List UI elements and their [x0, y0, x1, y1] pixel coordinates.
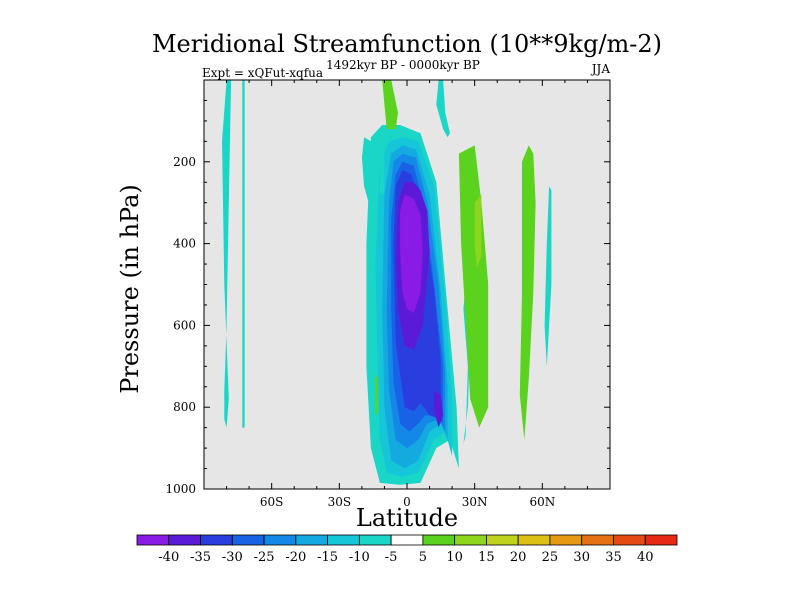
contour-region-m40-7 [400, 194, 423, 314]
colorbar-swatch [454, 534, 487, 546]
colorbar-swatch [231, 534, 265, 546]
contour-region-10-20 [474, 194, 482, 269]
contour-region-m5-11 [361, 137, 374, 203]
colorbar-swatch [295, 534, 328, 546]
colorbar-label: -25 [254, 550, 275, 565]
time-range-label: 1492kyr BP - 0000kyr BP [326, 58, 480, 72]
colorbar-label: -5 [385, 550, 398, 565]
contour-fills [222, 80, 552, 485]
x-axis-label: Latitude [356, 504, 458, 532]
colorbar-swatch [549, 534, 583, 546]
colorbar-swatch [168, 534, 201, 546]
colorbar-swatch [581, 534, 614, 546]
y-tick-label: 1000 [165, 482, 196, 496]
colorbar-label: 40 [637, 550, 654, 565]
colorbar-label: 5 [419, 550, 427, 565]
x-tick-label: 60N [529, 495, 555, 509]
colorbar-swatch [327, 534, 360, 546]
y-tick-label: 200 [173, 155, 196, 169]
x-tick-label: 30N [462, 495, 488, 509]
colorbar-label: 20 [510, 550, 527, 565]
colorbar-swatch [486, 534, 519, 546]
contour-region-5-17 [375, 374, 378, 416]
y-axis-label: Pressure (in hPa) [116, 184, 144, 394]
y-tick-label: 400 [173, 237, 196, 251]
colorbar-label: -35 [190, 550, 211, 565]
contour-region-m35-8 [434, 390, 444, 428]
colorbar-swatch [390, 534, 424, 546]
contour-region-5-19 [519, 145, 536, 440]
colorbar-label: -15 [317, 550, 338, 565]
colorbar-label: 15 [478, 550, 495, 565]
season-label: JJA [590, 62, 611, 76]
x-axis-ticks: 60S 30S 0 30N 60N [226, 80, 588, 509]
contour-region-m5-15 [544, 186, 552, 367]
colorbar-swatch [200, 534, 233, 546]
colorbar-swatch [136, 534, 170, 546]
colorbar-swatch [358, 534, 392, 546]
contour-region-m5-12 [379, 149, 385, 195]
contour-region-m5-13 [436, 80, 450, 138]
contour-region-m5-9 [222, 80, 232, 428]
colorbar-label: 25 [542, 550, 559, 565]
x-tick-label: 0 [403, 495, 411, 509]
y-tick-label: 600 [173, 318, 196, 332]
colorbar-label: 10 [446, 550, 463, 565]
colorbar-label: -10 [349, 550, 370, 565]
colorbar-label: -30 [222, 550, 243, 565]
colorbar-swatch [644, 534, 678, 546]
colorbar-label: 35 [605, 550, 622, 565]
colorbar-swatch [263, 534, 297, 546]
experiment-label: Expt = xQFut-xqfua [202, 66, 323, 80]
colorbar-label: -40 [158, 550, 179, 565]
y-tick-label: 800 [173, 400, 196, 414]
plot-area: 60S 30S 0 30N 60N 200 400 600 800 1000 [165, 79, 611, 509]
x-tick-label: 60S [260, 495, 284, 509]
chart-title: Meridional Streamfunction (10**9kg/m-2) [152, 30, 662, 58]
contour-region-5-16 [382, 80, 398, 130]
colorbar-label: 30 [573, 550, 590, 565]
colorbar-label: -20 [285, 550, 306, 565]
x-tick-label: 30S [328, 495, 352, 509]
colorbar-swatch [613, 534, 646, 546]
colorbar: -40 -35 -30 -25 -20 -15 -10 -5 5 10 15 20 25 30 35 40 [136, 534, 678, 565]
y-axis-ticks: 200 400 600 800 1000 [165, 99, 610, 496]
colorbar-swatch [422, 534, 456, 546]
contour-region-m5-10 [242, 80, 245, 428]
colorbar-swatch [517, 534, 551, 546]
